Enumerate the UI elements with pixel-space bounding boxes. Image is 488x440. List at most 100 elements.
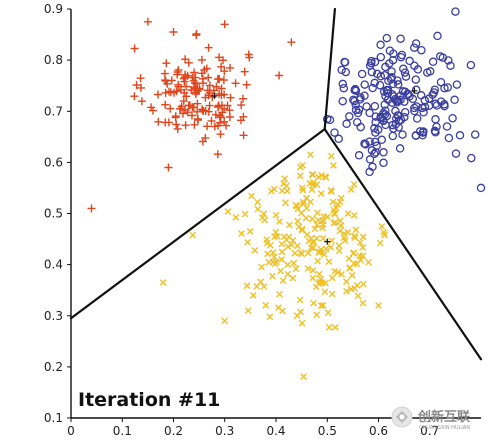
data-point: [198, 106, 207, 115]
data-point: [353, 260, 361, 268]
data-point: [319, 302, 327, 309]
data-point: [159, 279, 167, 286]
y-tick-label: 0.1: [44, 411, 63, 425]
data-point: [354, 105, 364, 114]
data-point: [337, 194, 345, 202]
data-point: [288, 241, 295, 248]
data-point: [378, 116, 388, 125]
data-point: [307, 151, 314, 158]
data-point: [376, 40, 385, 50]
data-point: [313, 181, 321, 188]
data-point: [370, 101, 380, 111]
axes: 0 0.1 0.2 0.3 0.4 0.5 0.6 0.7 0.1 0.2 0.3 0.4 0.5 0.6…: [44, 2, 481, 438]
data-point: [251, 247, 259, 254]
data-point: [293, 312, 301, 320]
data-point: [296, 296, 304, 304]
data-point: [440, 101, 449, 111]
data-point: [308, 186, 316, 194]
data-point: [411, 131, 421, 140]
data-point: [181, 121, 190, 130]
data-point: [271, 260, 279, 268]
data-point: [332, 324, 339, 331]
data-point: [192, 30, 201, 38]
data-point: [365, 155, 375, 164]
data-point: [197, 69, 206, 78]
data-point: [217, 84, 226, 93]
data-point: [243, 282, 251, 290]
data-point: [166, 88, 175, 97]
data-point: [349, 95, 358, 105]
data-point: [396, 95, 405, 105]
data-point: [205, 81, 214, 90]
data-point: [347, 186, 355, 193]
data-point: [221, 317, 229, 325]
data-point: [360, 139, 369, 148]
data-point: [322, 174, 330, 181]
data-point: [365, 258, 372, 266]
data-point: [226, 93, 235, 102]
data-point: [246, 228, 254, 235]
data-point: [205, 88, 214, 97]
data-point: [283, 187, 291, 195]
data-point: [258, 263, 265, 271]
data-point: [451, 149, 461, 158]
data-point: [282, 199, 289, 207]
data-point: [300, 373, 307, 381]
data-point: [176, 85, 185, 94]
cluster-boundaries: [69, 7, 483, 361]
data-point: [385, 59, 394, 68]
data-point: [412, 114, 422, 123]
data-point: [161, 118, 170, 127]
data-point: [381, 91, 390, 101]
data-point: [341, 67, 351, 77]
data-point: [381, 120, 390, 130]
data-point: [335, 242, 343, 250]
data-point: [315, 248, 322, 256]
data-point: [325, 323, 333, 331]
data-point: [387, 67, 396, 76]
data-point: [365, 137, 374, 146]
data-point: [350, 85, 359, 95]
watermark-logo-icon: [391, 406, 413, 428]
data-point: [400, 107, 410, 117]
data-point: [365, 108, 374, 118]
data-point: [317, 190, 325, 197]
data-point: [298, 250, 306, 258]
x-tick-label: 0.5: [318, 424, 337, 438]
data-point: [327, 186, 335, 194]
data-point: [417, 103, 427, 113]
data-point: [242, 80, 251, 89]
data-point: [419, 108, 428, 117]
data-point: [179, 97, 188, 106]
data-point: [216, 113, 225, 122]
data-point: [195, 85, 204, 94]
data-point: [334, 134, 343, 144]
data-point: [190, 68, 199, 77]
data-point: [329, 274, 336, 282]
data-point: [319, 235, 327, 242]
data-point: [388, 131, 398, 141]
data-point: [284, 261, 292, 268]
data-point: [191, 73, 200, 82]
y-tick-label: 0.9: [44, 2, 63, 16]
data-point: [130, 92, 139, 101]
data-point: [359, 280, 367, 288]
data-point: [344, 210, 352, 217]
data-point: [296, 172, 304, 180]
data-point: [400, 112, 409, 122]
data-point: [203, 122, 212, 131]
x-tick-label: 0: [67, 424, 75, 438]
data-point: [342, 119, 351, 129]
data-point: [371, 117, 380, 127]
data-point: [327, 243, 335, 251]
data-point: [184, 101, 193, 110]
data-point: [360, 80, 369, 89]
data-point: [214, 103, 223, 112]
data-point: [431, 128, 440, 137]
data-point: [266, 313, 274, 321]
data-point: [130, 44, 139, 53]
data-point: [371, 112, 381, 121]
data-point: [410, 43, 419, 52]
data-point: [350, 212, 358, 219]
data-point: [249, 292, 257, 299]
